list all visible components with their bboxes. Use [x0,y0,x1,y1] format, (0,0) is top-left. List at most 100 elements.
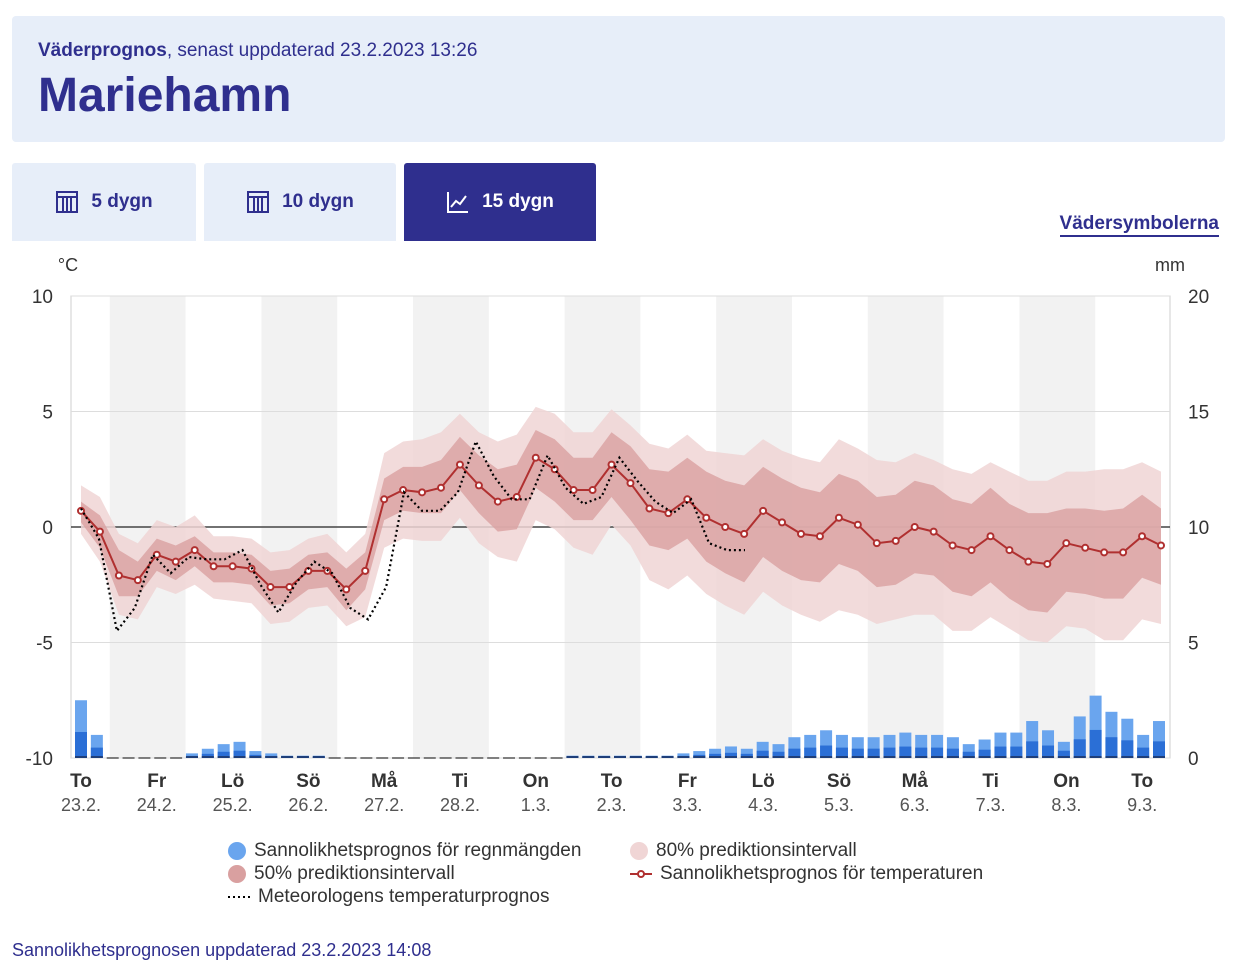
x-day-name: Fr [147,771,167,792]
median-temp-point [948,541,957,550]
x-day-name: To [70,771,92,792]
rain-bar-dark [709,756,722,758]
median-temp-point [474,481,483,490]
median-temp-point [133,576,142,585]
x-day-date: 23.2. [61,795,101,815]
legend-p50[interactable]: 50% prediktionsintervall [228,863,455,885]
median-temp-point [815,532,824,541]
legend-prob-temp-label: Sannolikhetsprognos för temperaturen [660,863,984,884]
rain-bar-mid [867,748,880,758]
median-temp-point [797,529,805,538]
band-50 [81,430,1161,613]
rain-bar-dark [772,756,785,758]
rain-bar [709,748,722,758]
legend-rain[interactable]: Sannolikhetsprognos för regnmängden [228,840,581,862]
rain-bar-mid [946,748,959,758]
x-day-name: Må [371,771,398,792]
rain-bar-mid [788,748,801,758]
rain-bar-dark [1153,756,1165,758]
rain-bar-dark [598,756,611,758]
weather-symbols-link[interactable]: Vädersymbolerna [1059,213,1219,237]
rain-bar [693,751,706,758]
rain-bar-dark [312,756,325,758]
rain-bar-mid [994,746,1007,758]
rain-bar-mid [835,747,848,758]
rain-bar [265,753,278,758]
rain-bar-dark [296,756,309,758]
median-temp-point [872,539,881,548]
band80-swatch [630,842,648,860]
median-temp-point [1119,548,1128,557]
forecast-chart: 10 5 0 -5 -10 20 15 10 5 0 °C mm To 23.2. Fr 24.2. Lö 25.… [26,255,1210,815]
legend-met-temp[interactable]: Meteorologens temperaturprognos [228,886,550,908]
x-day-date: 8.3. [1051,795,1081,815]
y-tick-right: 0 [1188,749,1199,770]
rain-bar-mid [1153,741,1165,758]
x-day-date: 6.3. [900,795,930,815]
median-temp-point [626,479,635,488]
tab-10-days[interactable]: 10 dygn [204,163,396,241]
rain-bar-dark [835,756,848,758]
rain-bar-mid [772,751,785,758]
median-temp-point [190,546,199,555]
x-day-name: On [523,771,549,792]
subtitle-updated: , senast uppdaterad 23.2.2023 13:26 [166,40,478,61]
rain-bar-mid [217,751,230,758]
median-temp-point [702,513,711,522]
legend-p80[interactable]: 80% prediktionsintervall [630,840,857,862]
rain-bar-dark [915,756,928,758]
rain-bar-dark [724,756,737,758]
rain-bar-dark [677,756,690,758]
rain-bar-dark [645,756,658,758]
y-tick-right: 10 [1188,518,1209,539]
tab-label: 10 dygn [282,191,354,212]
tab-15-days[interactable]: 15 dygn [404,163,596,241]
median-temp-point [380,495,389,504]
median-temp-point [1100,548,1109,557]
rain-bar-dark [233,756,246,758]
legend-prob-temp[interactable]: Sannolikhetsprognos för temperaturen [630,863,983,885]
x-day-name: Lö [752,771,775,792]
rain-bar-dark [1026,756,1039,758]
x-day-date: 9.3. [1127,795,1157,815]
x-day-name: Må [902,771,929,792]
tab-5-days[interactable]: 5 dygn [12,163,196,241]
median-temp-point [834,513,843,522]
median-temp-point [361,566,370,575]
rain-bar-dark [740,756,753,758]
rain-bar-mid [709,753,722,758]
median-temp-point [531,453,540,462]
rain-bar-mid [962,751,975,758]
rain-bar-dark [1121,756,1134,758]
rain-bar-dark [661,756,674,758]
x-day-date: 4.3. [748,795,778,815]
median-temp-point [1138,532,1147,541]
x-day-date: 28.2. [440,795,480,815]
legend-p50-label: 50% prediktionsintervall [254,863,455,884]
median-temp-point [1005,546,1014,555]
rain-bar-mid [915,747,928,758]
median-temp-point [342,585,351,594]
x-day-date: 1.3. [521,795,551,815]
rain-bar-dark [249,756,262,758]
rain-bar-mid [883,747,896,758]
median-temp-point [1081,543,1090,552]
x-day-name: Fr [678,771,698,792]
rain-bar-mid [75,732,87,758]
rain-bar-dark [788,756,801,758]
rain-bar-dark [820,756,833,758]
calendar-icon [247,191,270,213]
header-subtitle: Väderprognos, senast uppdaterad 23.2.202… [38,40,1199,62]
rain-bar-dark [994,756,1007,758]
median-temp-point [569,486,578,495]
page-title: Mariehamn [38,69,292,122]
median-temp-point [778,518,787,527]
rain-bar-dark [201,756,214,758]
x-day-name: Sö [827,771,851,792]
median-temp-point [967,546,976,555]
x-day-date: 24.2. [137,795,177,815]
median-temp-point [437,483,445,492]
rain-bar-dark [1042,756,1055,758]
median-temp-line [80,456,1162,591]
median-temp-point [114,571,123,580]
